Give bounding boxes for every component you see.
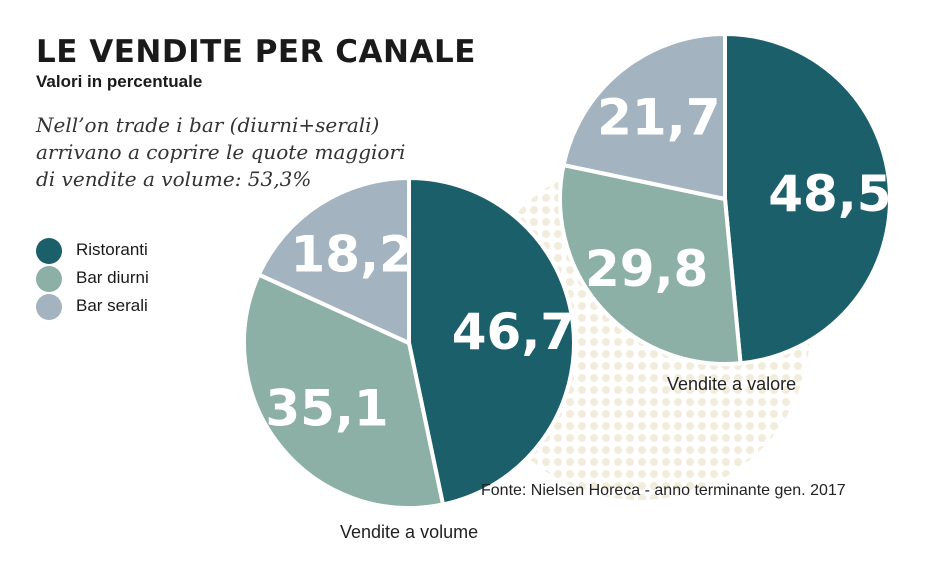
legend-label-bar-serali: Bar serali — [76, 296, 148, 315]
pie-slice-ristoranti — [407, 175, 576, 507]
legend-swatch-bar-diurni — [36, 266, 62, 292]
chart-title: LE VENDITE PER CANALE — [36, 34, 476, 70]
caption-vendite-a-volume: Vendite a volume — [340, 522, 479, 542]
legend-swatch-bar-serali — [36, 294, 62, 320]
caption-vendite-a-valore: Vendite a valore — [667, 374, 797, 394]
chart-note: Nell’on trade i bar (diurni+serali) arri… — [36, 113, 406, 191]
slice-label-ristoranti: 46,7 — [452, 303, 575, 361]
legend-label-bar-diurni: Bar diurni — [76, 268, 149, 287]
slice-label-bar-serali: 18,2 — [290, 226, 413, 284]
legend-swatch-ristoranti — [36, 238, 62, 264]
pie-vendite-a-valore: 48,5 29,8 21,7 — [558, 31, 892, 366]
slice-label-ristoranti: 48,5 — [768, 165, 891, 223]
slice-label-bar-diurni: 35,1 — [265, 380, 388, 438]
pie-slice-bar-diurni — [558, 162, 743, 366]
legend-label-ristoranti: Ristoranti — [76, 240, 148, 259]
pie-slice-ristoranti — [723, 31, 892, 366]
pie-slice-bar-serali — [256, 175, 411, 347]
pie-slice-bar-diurni — [242, 271, 446, 510]
source-note: Fonte: Nielsen Horeca - anno terminante … — [481, 482, 846, 499]
slice-label-bar-serali: 21,7 — [597, 88, 720, 146]
chart-subtitle: Valori in percentuale — [36, 72, 203, 91]
pie-vendite-a-volume: 46,7 35,1 18,2 — [242, 175, 576, 510]
slice-label-bar-diurni: 29,8 — [585, 240, 708, 298]
pie-slice-bar-serali — [561, 31, 727, 202]
